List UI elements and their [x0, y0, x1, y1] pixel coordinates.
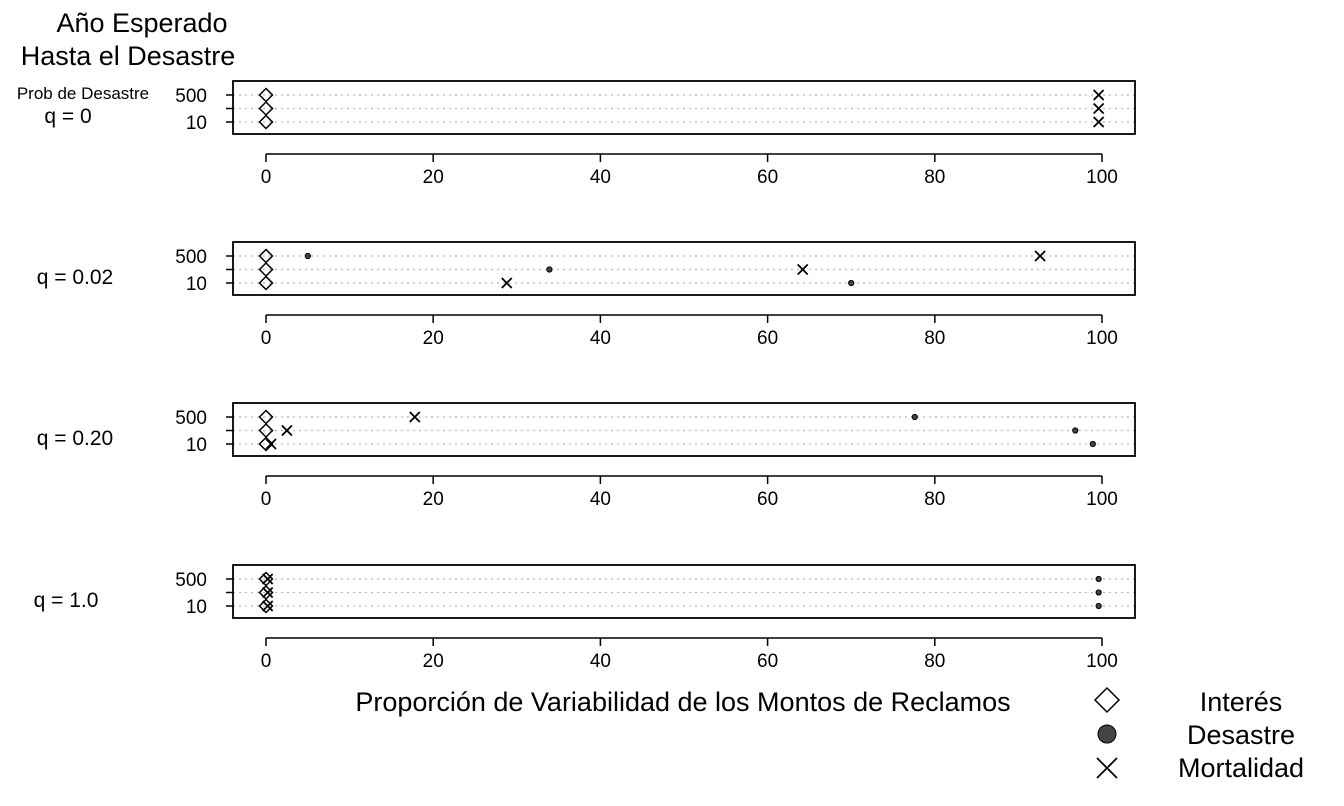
point-interes — [258, 598, 274, 614]
y-tick-label: 500 — [175, 247, 207, 268]
x-tick-label: 80 — [924, 651, 945, 672]
point-mortalidad — [262, 573, 274, 585]
x-tick-label: 80 — [924, 328, 945, 349]
point-interes — [258, 114, 274, 130]
y-tick-label: 500 — [175, 86, 207, 107]
y-tick-label: 500 — [175, 570, 207, 591]
x-tick-label: 60 — [757, 651, 778, 672]
point-mortalidad — [501, 277, 513, 289]
point-mortalidad — [1034, 250, 1046, 262]
y-tick-label: 500 — [175, 408, 207, 429]
x-tick-label: 40 — [590, 328, 611, 349]
x-tick-label: 20 — [423, 328, 444, 349]
point-desastre — [1095, 575, 1102, 583]
point-mortalidad — [409, 411, 421, 423]
heading-line2: Hasta el Desastre — [21, 41, 236, 71]
point-mortalidad — [1093, 116, 1105, 128]
x-tick-label: 100 — [1086, 651, 1118, 672]
legend-label-interes: Interés — [1200, 687, 1283, 717]
point-mortalidad — [262, 586, 274, 599]
y-tick-label: 10 — [186, 274, 207, 295]
legend-label-mortalidad: Mortalidad — [1178, 753, 1304, 783]
x-tick-label: 60 — [757, 328, 778, 349]
point-interes — [258, 275, 274, 291]
x-tick-label: 40 — [590, 651, 611, 672]
panel-label: q = 1.0 — [34, 589, 99, 612]
point-mortalidad — [1093, 89, 1105, 101]
x-tick-label: 60 — [757, 489, 778, 510]
point-mortalidad — [262, 600, 274, 612]
x-tick-label: 0 — [261, 328, 272, 349]
x-tick-label: 40 — [590, 489, 611, 510]
point-desastre — [304, 252, 311, 260]
point-desastre — [848, 279, 855, 287]
panel-1: 500 10 q = 0.02 0 20 40 60 80 100 — [37, 241, 1136, 349]
x-tick-label: 0 — [261, 651, 272, 672]
legend-symbol-mortalidad — [1096, 757, 1118, 779]
panel-label: q = 0 — [44, 105, 91, 128]
x-tick-label: 60 — [757, 167, 778, 188]
x-tick-label: 20 — [423, 489, 444, 510]
heading-line1: Año Esperado — [56, 8, 227, 38]
x-tick-label: 20 — [423, 167, 444, 188]
point-mortalidad — [1093, 102, 1105, 115]
x-tick-label: 20 — [423, 651, 444, 672]
plot-frame — [232, 564, 1136, 619]
point-mortalidad — [281, 424, 293, 437]
x-tick-label: 80 — [924, 489, 945, 510]
point-interes — [258, 436, 274, 452]
plot-frame — [232, 80, 1136, 135]
point-mortalidad — [797, 263, 809, 276]
point-desastre — [1089, 440, 1096, 448]
point-desastre — [911, 413, 918, 421]
legend-symbol-interes — [1093, 686, 1121, 714]
x-tick-label: 80 — [924, 167, 945, 188]
x-tick-label: 100 — [1086, 167, 1118, 188]
x-tick-label: 100 — [1086, 328, 1118, 349]
y-tick-label: 10 — [186, 435, 207, 456]
x-tick-label: 40 — [590, 167, 611, 188]
panel-label: q = 0.02 — [37, 266, 113, 289]
panel-3: 500 10 q = 1.0 0 20 40 60 80 100 — [34, 564, 1136, 672]
x-axis-title: Proporción de Variabilidad de los Montos… — [355, 687, 1010, 717]
plot-frame — [232, 402, 1136, 457]
x-tick-label: 0 — [261, 489, 272, 510]
x-tick-label: 0 — [261, 167, 272, 188]
legend-symbol-desastre — [1097, 724, 1117, 744]
plot-frame — [232, 241, 1136, 296]
point-mortalidad — [265, 438, 277, 450]
panel-0: 500 10 q = 0 0 20 40 60 80 100 — [44, 80, 1136, 188]
point-desastre — [1095, 602, 1102, 610]
y-tick-label: 10 — [186, 113, 207, 134]
panel-label: q = 0.20 — [37, 427, 113, 450]
y-tick-label: 10 — [186, 597, 207, 618]
x-tick-label: 100 — [1086, 489, 1118, 510]
prob-label: Prob de Desastre — [17, 84, 149, 103]
panel-2: 500 10 q = 0.20 0 20 40 60 80 100 — [37, 402, 1136, 510]
point-desastre — [546, 266, 553, 273]
legend-label-desastre: Desastre — [1187, 720, 1295, 750]
point-desastre — [1095, 589, 1102, 596]
point-desastre — [1072, 427, 1079, 434]
